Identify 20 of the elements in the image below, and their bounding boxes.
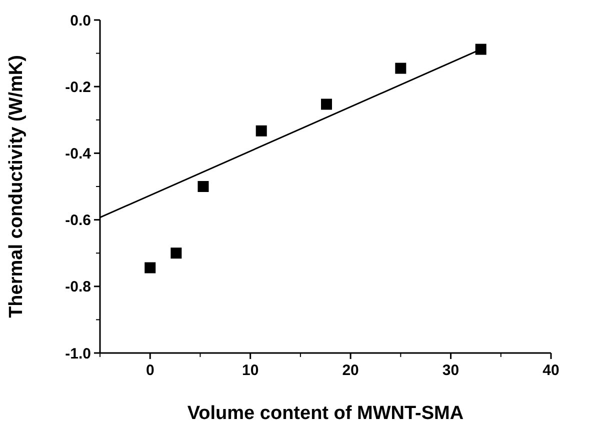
y-tick-label: -0.8 [65, 278, 91, 296]
point [256, 125, 267, 136]
point [170, 248, 182, 259]
point [198, 181, 209, 192]
x-tick-label: 20 [342, 362, 359, 379]
y-axis-title: Thermal conductivity (W/mK) [6, 55, 27, 318]
x-tick-label: 10 [242, 362, 259, 379]
x-tick-label: 0 [146, 362, 154, 379]
point [321, 98, 332, 110]
point [395, 62, 406, 74]
x-tick-label: 40 [542, 362, 560, 379]
x-axis-title: Volume content of MWNT-SMA [187, 403, 464, 424]
y-tick-label: 0.0 [70, 12, 91, 30]
y-tick-label: -0.2 [65, 78, 91, 96]
y-tick-label: -0.4 [65, 145, 92, 162]
point [475, 44, 486, 55]
x-tick-label: 30 [442, 362, 460, 379]
y-tick-label: -1.0 [65, 345, 91, 362]
y-tick-label: -0.6 [65, 212, 91, 230]
point [144, 262, 156, 274]
